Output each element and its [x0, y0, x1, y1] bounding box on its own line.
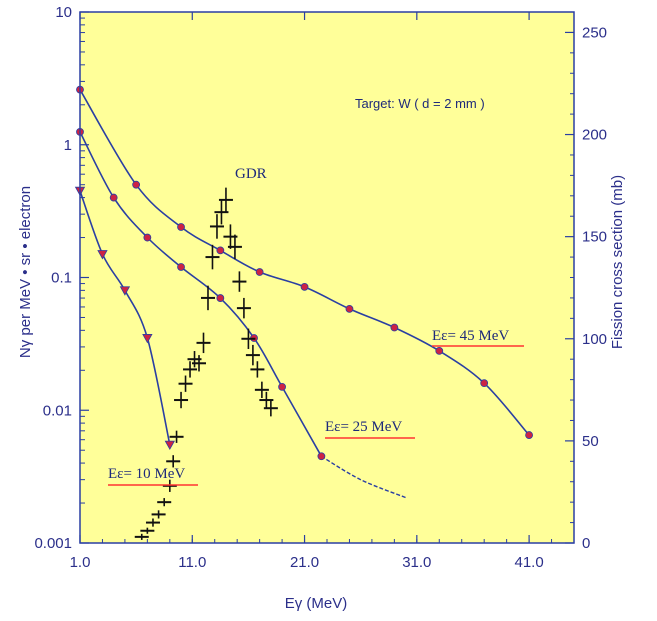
data-point-circle [525, 431, 533, 439]
data-point-triangle [97, 250, 108, 260]
e25-label: Eε= 25 MeV [325, 419, 402, 435]
tick-labels: 1.0 11.0 21.0 31.0 41.00.0010.010.1110050100… [34, 4, 607, 571]
markers [74, 85, 533, 540]
data-point-circle [317, 452, 326, 461]
y-left-tick-label: 0.1 [51, 270, 72, 287]
data-point-circle [300, 282, 309, 291]
y-right-tick-label: 200 [582, 127, 607, 144]
y-right-tick-label: 250 [582, 24, 607, 41]
x-tick-label: 11.0 [178, 554, 206, 571]
y-right-tick-label: 0 [582, 535, 590, 552]
curve-tail-series-1 [321, 455, 406, 499]
x-axis-label: Eγ (MeV) [285, 595, 348, 612]
plot-background [80, 12, 574, 543]
x-tick-label: 21.0 [290, 554, 319, 571]
e10-label: Eε= 10 MeV [108, 466, 185, 482]
data-point-circle [177, 223, 185, 231]
data-point-circle [109, 193, 118, 202]
data-point-triangle [142, 334, 153, 344]
gdr-annotation: GDR [235, 166, 267, 182]
y-right-tick-label: 50 [582, 433, 599, 450]
data-point-circle [216, 294, 225, 302]
data-point-triangle [119, 286, 131, 296]
y-right-tick-label: 150 [582, 229, 607, 246]
y-axis-left-label: Nγ per MeV • sr • electron [17, 186, 34, 358]
data-point-circle [345, 305, 354, 313]
y-left-tick-label: 1 [64, 137, 72, 154]
data-point-circle [480, 379, 489, 388]
x-tick-label: 1.0 [70, 554, 91, 571]
plot-frame [79, 11, 575, 544]
data-point-circle [435, 346, 444, 355]
x-tick-label: 31.0 [402, 554, 431, 571]
data-point-circle [132, 180, 141, 189]
y-left-tick-label: 10 [55, 4, 72, 21]
data-point-circle [390, 323, 399, 332]
x-tick-label: 41.0 [514, 554, 543, 571]
y-axis-right-label: Fission cross section (mb) [609, 175, 626, 349]
data-point-circle [255, 268, 264, 276]
e45-label: Eε= 45 MeV [432, 328, 509, 344]
target-annotation: Target: W ( d = 2 mm ) [355, 96, 485, 111]
data-point-circle [278, 382, 286, 391]
y-left-tick-label: 0.001 [34, 535, 72, 552]
data-point-circle [177, 263, 185, 271]
y-left-tick-label: 0.01 [43, 402, 72, 419]
data-point-circle [216, 246, 225, 255]
data-point-circle [143, 233, 152, 242]
data-point-triangle [164, 440, 175, 451]
y-right-tick-label: 100 [582, 331, 607, 348]
